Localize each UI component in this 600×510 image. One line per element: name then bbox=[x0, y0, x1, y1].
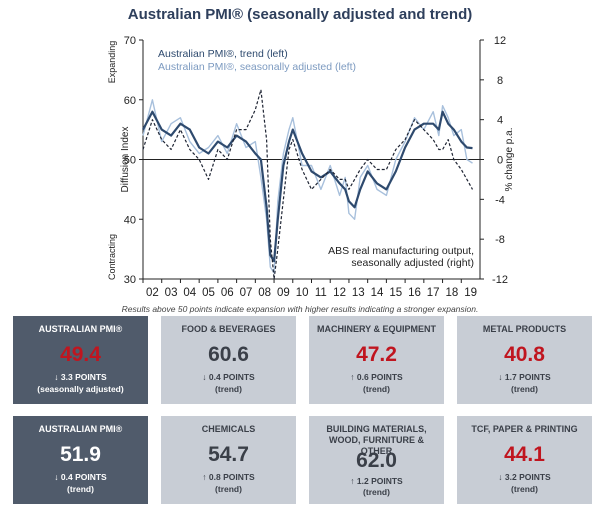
card-change: ↓ 0.4 POINTS bbox=[161, 372, 296, 383]
x-tick-label: 18 bbox=[446, 287, 459, 299]
x-tick-label: 08 bbox=[258, 287, 271, 299]
x-tick-label: 13 bbox=[352, 287, 365, 299]
card-note: (trend) bbox=[457, 384, 592, 395]
chart-footnote: Results above 50 points indicate expansi… bbox=[0, 304, 600, 314]
x-tick-label: 14 bbox=[371, 287, 384, 299]
left-tick-label: 40 bbox=[124, 214, 136, 226]
right-axis-label: % change p.a. bbox=[504, 128, 515, 192]
right-tick-label: 0 bbox=[497, 155, 503, 167]
right-tick-label: 4 bbox=[497, 115, 503, 127]
legend-abs-line2: seasonally adjusted (right) bbox=[351, 257, 474, 269]
x-tick-label: 17 bbox=[427, 287, 440, 299]
x-tick-label: 03 bbox=[165, 287, 178, 299]
left-tick-label: 60 bbox=[124, 95, 136, 107]
legend-trend: Australian PMI®, trend (left) bbox=[158, 48, 288, 60]
right-tick-label: -4 bbox=[495, 194, 505, 206]
x-tick-label: 06 bbox=[221, 287, 234, 299]
card-change: ↑ 0.6 POINTS bbox=[309, 372, 444, 383]
sector-card: TCF, PAPER & PRINTING 44.1 ↓ 3.2 POINTS (tr… bbox=[457, 416, 592, 504]
expanding-label: Expanding bbox=[107, 41, 117, 84]
left-tick-label: 30 bbox=[124, 274, 136, 286]
sector-card: FOOD & BEVERAGES 60.6 ↓ 0.4 POINTS (trend) bbox=[161, 316, 296, 404]
left-tick-label: 70 bbox=[124, 35, 136, 47]
x-tick-label: 05 bbox=[202, 287, 215, 299]
left-axis-label: Diffusion Index bbox=[120, 127, 131, 193]
x-tick-label: 15 bbox=[389, 287, 402, 299]
x-tick-label: 10 bbox=[296, 287, 309, 299]
card-value: 60.6 bbox=[161, 343, 296, 367]
trend-series-line bbox=[143, 112, 473, 261]
card-note: (trend) bbox=[457, 484, 592, 495]
card-change: ↑ 1.2 POINTS bbox=[309, 476, 444, 487]
sector-card: MACHINERY & EQUIPMENT 47.2 ↑ 0.6 POINTS (tr… bbox=[309, 316, 444, 404]
card-change: ↓ 3.2 POINTS bbox=[457, 472, 592, 483]
card-value: 51.9 bbox=[13, 443, 148, 467]
card-label: AUSTRALIAN PMI® bbox=[17, 324, 144, 335]
right-tick-label: -8 bbox=[495, 234, 505, 246]
right-tick-label: -12 bbox=[492, 274, 508, 286]
right-tick-label: 12 bbox=[494, 35, 506, 47]
sector-card: BUILDING MATERIALS, WOOD, FURNITURE & OT… bbox=[309, 416, 444, 504]
card-label: MACHINERY & EQUIPMENT bbox=[313, 324, 440, 335]
sector-card: CHEMICALS 54.7 ↑ 0.8 POINTS (trend) bbox=[161, 416, 296, 504]
card-value: 47.2 bbox=[309, 343, 444, 367]
card-label: CHEMICALS bbox=[165, 424, 292, 435]
x-tick-label: 09 bbox=[277, 287, 290, 299]
card-note: (trend) bbox=[161, 484, 296, 495]
x-tick-label: 07 bbox=[240, 287, 253, 299]
card-note: (seasonally adjusted) bbox=[13, 384, 148, 395]
card-change: ↑ 0.8 POINTS bbox=[161, 472, 296, 483]
card-label: METAL PRODUCTS bbox=[461, 324, 588, 335]
contracting-label: Contracting bbox=[107, 234, 117, 280]
card-value: 54.7 bbox=[161, 443, 296, 467]
card-note: (trend) bbox=[309, 487, 444, 498]
card-change: ↓ 1.7 POINTS bbox=[457, 372, 592, 383]
legend-abs-line1: ABS real manufacturing output, bbox=[328, 245, 474, 257]
card-note: (trend) bbox=[309, 384, 444, 395]
card-value: 62.0 bbox=[309, 449, 444, 473]
x-tick-label: 02 bbox=[146, 287, 159, 299]
card-change: ↓ 0.4 POINTS bbox=[13, 472, 148, 483]
x-tick-label: 19 bbox=[464, 287, 477, 299]
legend-seasonal: Australian PMI®, seasonally adjusted (le… bbox=[158, 61, 356, 73]
sector-card: METAL PRODUCTS 40.8 ↓ 1.7 POINTS (trend) bbox=[457, 316, 592, 404]
x-tick-label: 16 bbox=[408, 287, 421, 299]
card-value: 49.4 bbox=[13, 343, 148, 367]
right-tick-label: 8 bbox=[497, 75, 503, 87]
card-label: AUSTRALIAN PMI® bbox=[17, 424, 144, 435]
card-note: (trend) bbox=[161, 384, 296, 395]
card-label: TCF, PAPER & PRINTING bbox=[461, 424, 588, 435]
card-value: 40.8 bbox=[457, 343, 592, 367]
card-label: FOOD & BEVERAGES bbox=[165, 324, 292, 335]
card-value: 44.1 bbox=[457, 443, 592, 467]
card-note: (trend) bbox=[13, 484, 148, 495]
x-tick-label: 12 bbox=[333, 287, 346, 299]
sector-card: AUSTRALIAN PMI® 51.9 ↓ 0.4 POINTS (trend) bbox=[13, 416, 148, 504]
sector-card: AUSTRALIAN PMI® 49.4 ↓ 3.3 POINTS (seasonal… bbox=[13, 316, 148, 404]
card-change: ↓ 3.3 POINTS bbox=[13, 372, 148, 383]
x-tick-label: 04 bbox=[183, 287, 196, 299]
x-tick-label: 11 bbox=[315, 287, 327, 299]
